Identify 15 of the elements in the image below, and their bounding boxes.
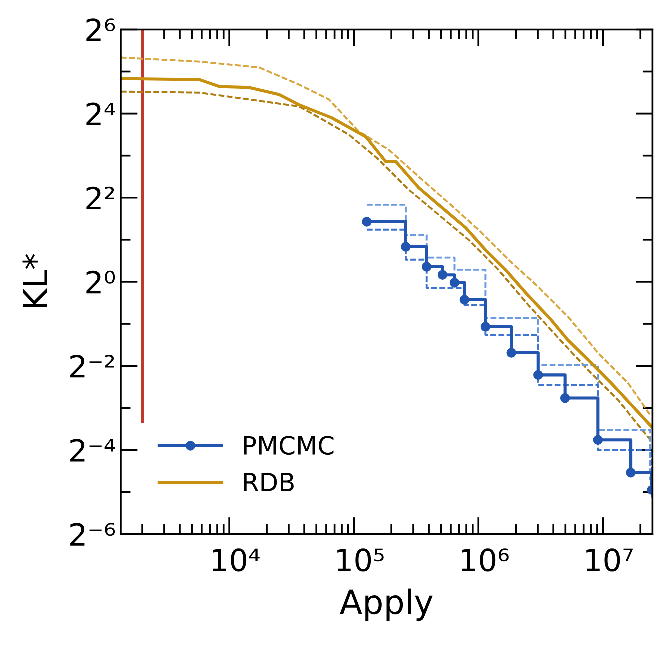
x-tick-label: 10⁷ <box>586 548 633 572</box>
y-tick-label: 2⁰ <box>86 270 116 294</box>
y-tick-label: 2⁴ <box>86 102 116 126</box>
legend-label: RDB <box>244 473 294 492</box>
y-tick-label: 2⁻² <box>70 354 114 378</box>
legend-label: PMCMC <box>244 436 334 456</box>
y-tick-label: 2² <box>86 186 114 210</box>
y-tick-label: 2⁶ <box>86 18 116 42</box>
x-tick-label: 10⁶ <box>462 548 509 572</box>
x-tick-label: 10⁴ <box>213 548 260 572</box>
y-tick-label: 2⁻⁴ <box>70 439 116 462</box>
y-axis-title: KL* <box>22 254 48 308</box>
x-tick-label: 10⁵ <box>338 548 384 572</box>
x-axis-title: Apply <box>340 588 433 622</box>
y-tick-label: 2⁻⁶ <box>70 523 116 546</box>
